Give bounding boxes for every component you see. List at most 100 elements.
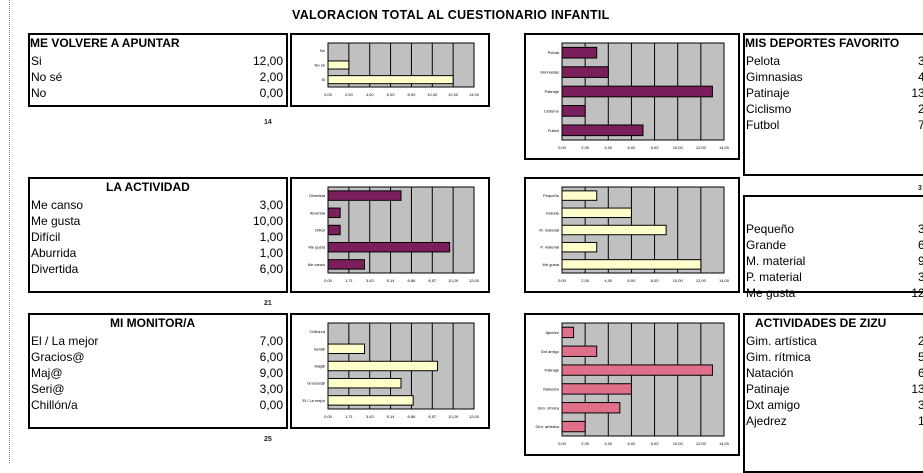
row-label: No sé xyxy=(31,70,63,84)
panel-header: ACTIVIDADES DE ZIZU xyxy=(755,316,887,330)
tick-label: 8,00 xyxy=(651,441,660,446)
tick-label: 10,29 xyxy=(448,414,459,419)
category-label: Dxt amigo xyxy=(541,349,560,354)
tick-label: 6,00 xyxy=(628,441,637,446)
row-label: Patinaje xyxy=(746,86,790,100)
bar xyxy=(327,259,365,270)
row-label: El / La mejor xyxy=(31,334,99,348)
panel-rows: Si 12,00 No sé 2,00 No 0,00 xyxy=(30,53,286,101)
row-label: Me canso xyxy=(31,198,84,212)
category-label: Me gusta xyxy=(543,262,560,267)
panel-rows: Pelota 3, Gimnasias 4, Patinaje 13, Ciclismo 2,… xyxy=(745,53,923,133)
table-row: M. material 9, xyxy=(745,253,923,269)
row-label: P. material xyxy=(746,270,802,284)
row-label: Pequeño xyxy=(746,222,795,236)
bar xyxy=(561,224,667,236)
bar xyxy=(561,124,644,137)
row-label: Ajedrez xyxy=(746,414,787,428)
category-label: Si xyxy=(321,77,325,82)
tick-label: 10,29 xyxy=(448,278,459,283)
bar xyxy=(327,343,365,355)
bar xyxy=(561,345,598,357)
panel-zizu: ACTIVIDADES DE ZIZU Gim. artística2,Gim.… xyxy=(743,313,923,473)
row-value: 12,00 xyxy=(252,54,283,68)
tick-label: 8,57 xyxy=(428,278,437,283)
category-label: Aburrida xyxy=(310,210,326,215)
row-label: Gim. artística xyxy=(746,334,817,348)
tick-label: 12,00 xyxy=(696,278,707,283)
tick-label: 14,00 xyxy=(719,145,730,150)
row-label: Gracios@ xyxy=(31,350,85,364)
tick-label: 8,00 xyxy=(651,278,660,283)
row-value: 0,00 xyxy=(259,86,283,100)
row-label: Gim. rítmica xyxy=(746,350,811,364)
row-value: 13, xyxy=(911,382,923,396)
category-label: Pelota xyxy=(548,50,560,55)
table-row: Me gusta 10,00 xyxy=(30,213,286,229)
tick-label: 0,00 xyxy=(558,145,567,150)
category-label: Maj@ xyxy=(314,364,325,369)
panel-actividad: LA ACTIVIDAD Me canso 3,00 Me gusta 10,00 Di… xyxy=(28,177,288,293)
bar xyxy=(561,383,632,395)
row-label: Seri@ xyxy=(31,382,65,396)
row-value: 3, xyxy=(917,398,923,412)
tick-label: 12,00 xyxy=(696,145,707,150)
table-row: Gracios@ 6,00 xyxy=(30,349,286,365)
bar xyxy=(327,60,350,70)
row-value: 3,00 xyxy=(259,382,283,396)
bar xyxy=(561,190,598,201)
category-label: Difícil xyxy=(315,228,325,233)
row-label: Dxt amigo xyxy=(746,398,801,412)
chart-grupo: 0,00 2,00 4,00 6,00 8,00 10,00 12,00 14,00 Peque… xyxy=(524,177,740,293)
table-row: Ciclismo 2, xyxy=(745,101,923,117)
table-row: Aburrida 1,00 xyxy=(30,245,286,261)
panel-total: 3 xyxy=(918,185,922,192)
bar xyxy=(327,75,454,85)
category-label: No sé xyxy=(315,63,326,68)
category-label: Ajedrez xyxy=(545,330,559,335)
panel-total: 21 xyxy=(264,300,272,307)
tick-label: 4,00 xyxy=(604,145,613,150)
category-label: Natación xyxy=(543,386,559,391)
row-value: 7, xyxy=(917,118,923,132)
panel-rows: Me canso 3,00 Me gusta 10,00 Difícil 1,00 Abur… xyxy=(30,197,286,277)
row-value: 10,00 xyxy=(252,214,283,228)
row-label: Divertida xyxy=(31,262,79,276)
table-row: Divertida 6,00 xyxy=(30,261,286,277)
row-value: 1,00 xyxy=(259,230,283,244)
category-label: P. material xyxy=(540,245,559,250)
tick-label: 0,00 xyxy=(558,441,567,446)
chart-volvere: 0,00 2,00 4,00 6,00 8,00 10,00 12,00 14,00 No No … xyxy=(290,33,490,107)
row-label: Grande xyxy=(746,238,787,252)
row-label: Futbol xyxy=(746,118,780,132)
category-label: Patinaje xyxy=(545,368,560,373)
bar xyxy=(561,66,609,78)
page-title: VALORACION TOTAL AL CUESTIONARIO INFANTI… xyxy=(292,8,610,22)
row-label: M. material xyxy=(746,254,806,268)
bar xyxy=(561,326,575,339)
row-value: 2, xyxy=(917,102,923,116)
table-row: No 0,00 xyxy=(30,85,286,101)
tick-label: 4,00 xyxy=(604,278,613,283)
tick-label: 2,00 xyxy=(581,145,590,150)
tick-label: 12,00 xyxy=(469,278,480,283)
row-label: Ciclismo xyxy=(746,102,792,116)
bar xyxy=(561,402,621,414)
category-label: Ciclismo xyxy=(544,108,560,113)
bar xyxy=(561,85,713,98)
row-value: 12, xyxy=(911,286,923,300)
row-label: Si xyxy=(31,54,42,68)
tick-label: 3,43 xyxy=(366,278,375,283)
category-label: Gim. artística xyxy=(535,424,559,429)
bar xyxy=(561,105,586,117)
tick-label: 0,00 xyxy=(324,414,333,419)
bar-chart-svg: 0,00 1,71 3,43 5,14 6,86 8,57 10,29 12,00 Chilló… xyxy=(303,322,480,419)
bar-chart-svg: 0,00 1,71 3,43 5,14 6,86 8,57 10,29 12,00 Divert… xyxy=(308,186,480,283)
row-label: Maj@ xyxy=(31,366,63,380)
tick-label: 10,00 xyxy=(673,278,684,283)
row-label: Aburrida xyxy=(31,246,77,260)
table-row: Grande 6, xyxy=(745,237,923,253)
tick-label: 12,00 xyxy=(696,441,707,446)
bar xyxy=(561,241,598,253)
